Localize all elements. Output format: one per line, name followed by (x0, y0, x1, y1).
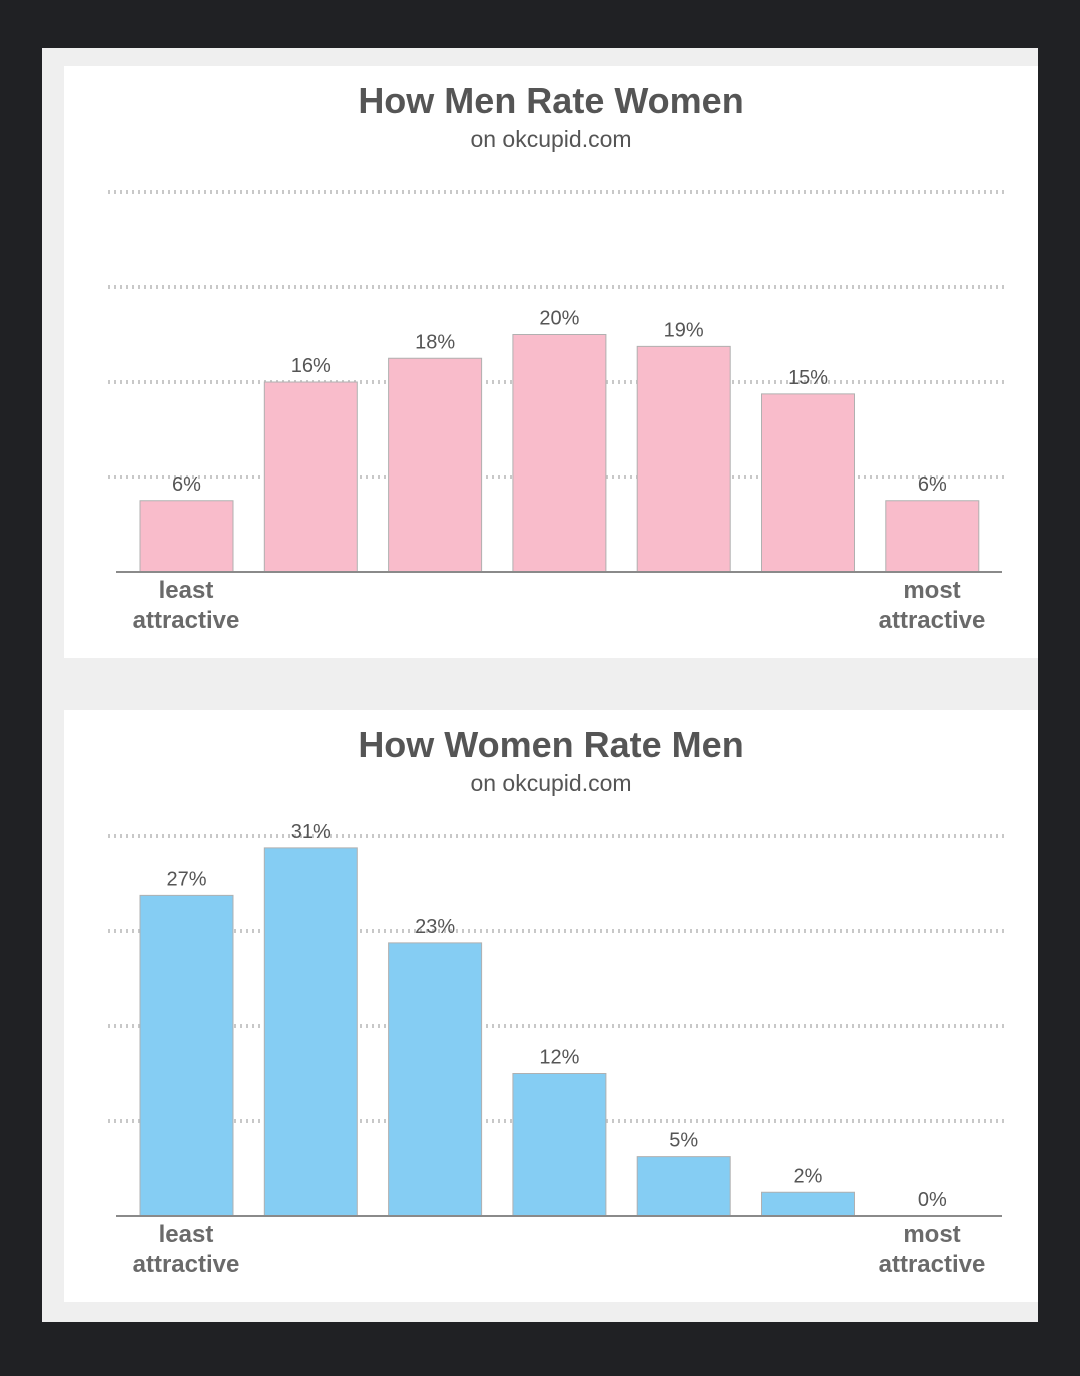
data-label: 31% (291, 821, 331, 843)
data-label: 6% (172, 474, 201, 496)
chart-subtitle: on okcupid.com (470, 126, 632, 152)
chart-card-men-rate-women: How Men Rate Women on okcupid.com 6% 16% 1… (64, 66, 1038, 658)
x-axis-left-label: least attractive (132, 1221, 240, 1278)
bar (388, 357, 483, 573)
bar (263, 847, 358, 1217)
bar (263, 381, 358, 573)
bar (139, 894, 234, 1217)
data-label: 19% (664, 319, 704, 341)
x-axis-right-label: most attractive (878, 577, 986, 634)
data-label: 12% (539, 1047, 579, 1069)
bar (885, 500, 980, 573)
bar-chart: 6% 16% 18% 20% 19% 15% 6% (108, 190, 1008, 573)
bar (636, 345, 731, 573)
data-label: 6% (918, 474, 947, 496)
data-label: 0% (918, 1189, 947, 1211)
data-label: 5% (669, 1130, 698, 1152)
bar (388, 942, 483, 1217)
x-axis-left-label: least attractive (132, 577, 240, 634)
bar (636, 1156, 731, 1217)
bar (761, 1191, 855, 1217)
data-label: 18% (415, 331, 455, 353)
bar (512, 1073, 607, 1217)
bar (139, 500, 234, 573)
chart-card-women-rate-men: How Women Rate Men on okcupid.com 27% 31%… (64, 710, 1038, 1302)
data-label: 23% (415, 916, 455, 938)
chart-title: How Men Rate Women (358, 80, 744, 121)
data-label: 27% (166, 868, 206, 890)
x-axis-right-label: most attractive (878, 1221, 986, 1278)
bar (761, 393, 855, 573)
bar (512, 334, 607, 573)
data-label: 15% (788, 367, 828, 389)
image-frame: How Men Rate Women on okcupid.com 6% 16% 1… (42, 48, 1038, 1322)
data-label: 16% (291, 355, 331, 377)
chart-title: How Women Rate Men (358, 724, 744, 765)
data-label: 2% (794, 1165, 823, 1187)
data-label: 20% (539, 308, 579, 330)
chart-subtitle: on okcupid.com (470, 770, 632, 796)
bar-chart: 27% 31% 23% 12% 5% 2% 0% (108, 821, 1008, 1217)
